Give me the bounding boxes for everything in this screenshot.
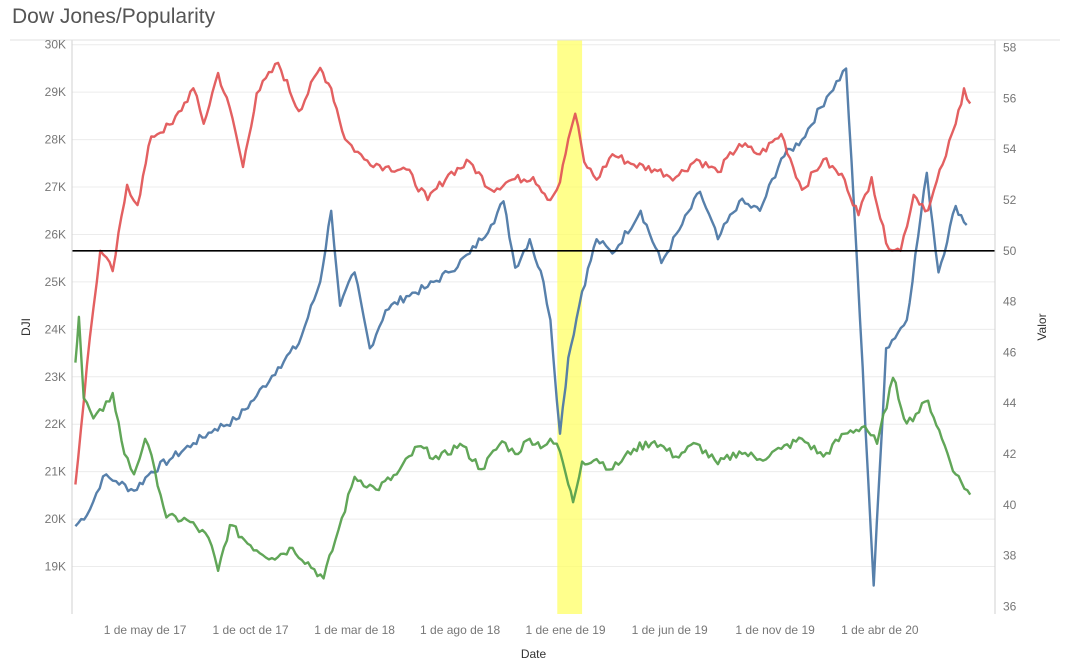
y-right-tick-label: 50 <box>1003 244 1017 258</box>
chart-title: Dow Jones/Popularity <box>12 5 216 28</box>
y-right-tick-labels: 36 38 40 42 44 46 48 50 52 54 56 58 <box>1003 41 1017 614</box>
y-left-tick-label: 25K <box>45 275 66 289</box>
y-left-tick-label: 24K <box>45 322 66 336</box>
y-left-tick-label: 29K <box>45 85 66 99</box>
y-right-tick-label: 44 <box>1003 396 1017 410</box>
y-right-tick-label: 52 <box>1003 193 1017 207</box>
y-left-tick-label: 27K <box>45 180 66 194</box>
y-right-tick-label: 38 <box>1003 549 1017 563</box>
y-right-tick-label: 42 <box>1003 447 1017 461</box>
series-line-1 <box>74 61 972 485</box>
y-right-tick-label: 58 <box>1003 41 1017 55</box>
y-axis-label: DJI <box>19 318 33 336</box>
series-lines <box>74 61 972 587</box>
series-line-0 <box>74 67 968 587</box>
y-left-tick-label: 21K <box>45 465 66 479</box>
x-tick-label: 1 de mar de 18 <box>314 623 395 637</box>
x-tick-label: 1 de abr de 20 <box>841 623 919 637</box>
y-left-tick-label: 28K <box>45 133 66 147</box>
y-left-tick-label: 30K <box>45 38 66 52</box>
y-left-tick-labels: 19K 20K 21K 22K 23K 24K 25K 26K 27K 28K 29K 30K <box>45 38 66 574</box>
y-right-tick-label: 36 <box>1003 599 1017 613</box>
x-tick-label: 1 de may de 17 <box>104 623 187 637</box>
y-right-tick-label: 48 <box>1003 295 1017 309</box>
x-tick-labels: 1 de may de 17 1 de oct de 17 1 de mar de … <box>104 623 919 637</box>
y-left-tick-label: 26K <box>45 227 66 241</box>
y-right-tick-label: 40 <box>1003 498 1017 512</box>
y2-axis-label: Valor <box>1035 313 1049 340</box>
y-left-tick-label: 19K <box>45 560 66 574</box>
x-tick-label: 1 de nov de 19 <box>735 623 815 637</box>
gridlines <box>72 44 995 568</box>
y-right-tick-label: 46 <box>1003 345 1017 359</box>
x-tick-label: 1 de oct de 17 <box>213 623 289 637</box>
series-line-2 <box>74 315 972 580</box>
x-tick-label: 1 de jun de 19 <box>632 623 708 637</box>
x-tick-label: 1 de ene de 19 <box>526 623 606 637</box>
y-left-tick-label: 23K <box>45 370 66 384</box>
y-left-tick-label: 22K <box>45 417 66 431</box>
x-tick-label: 1 de ago de 18 <box>420 623 500 637</box>
y-right-tick-label: 56 <box>1003 91 1017 105</box>
y-right-tick-label: 54 <box>1003 142 1017 156</box>
y-left-tick-label: 20K <box>45 512 66 526</box>
axes <box>10 39 1060 614</box>
x-axis-label: Date <box>521 647 547 661</box>
